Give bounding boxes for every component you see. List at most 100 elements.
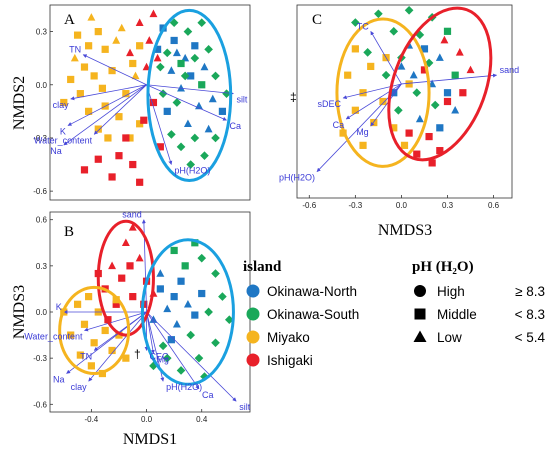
data-point xyxy=(162,48,172,58)
y-tick-label: 0.3 xyxy=(36,262,48,271)
legend-ph-threshold: ≥ 8.3 xyxy=(515,284,545,299)
data-point xyxy=(87,362,95,370)
data-point xyxy=(363,48,372,57)
data-point xyxy=(170,246,178,255)
legend: island Okinawa-North Okinawa-South Miyako I… xyxy=(243,259,545,368)
data-point xyxy=(112,296,120,304)
data-point xyxy=(90,72,98,80)
data-point xyxy=(218,292,227,301)
data-point xyxy=(183,299,192,308)
data-point xyxy=(211,269,220,278)
x-tick-label: 0.3 xyxy=(442,201,454,210)
data-point xyxy=(170,293,178,301)
env-vector xyxy=(146,84,173,165)
data-point xyxy=(181,53,190,62)
data-point xyxy=(466,65,475,74)
data-point xyxy=(163,304,172,313)
data-point xyxy=(218,107,227,115)
data-point xyxy=(136,178,144,186)
x-tick-label: -0.3 xyxy=(348,201,362,210)
data-point xyxy=(198,289,206,298)
env-vector-label: sand xyxy=(500,65,520,75)
data-point xyxy=(115,152,123,160)
data-point xyxy=(118,274,126,282)
data-point xyxy=(156,143,164,151)
legend-ph-symbol xyxy=(414,308,426,320)
data-point xyxy=(85,107,93,115)
data-point xyxy=(425,132,433,141)
data-point xyxy=(211,133,220,143)
y-tick-label: -0.3 xyxy=(33,134,47,143)
data-point xyxy=(190,53,200,63)
env-vector xyxy=(67,84,147,126)
legend-island-title: island xyxy=(243,259,282,275)
data-point xyxy=(430,100,440,110)
data-point xyxy=(435,53,444,61)
data-point xyxy=(420,66,429,74)
data-point xyxy=(351,45,359,53)
data-point xyxy=(87,13,96,21)
env-vector-label: sand xyxy=(122,210,142,220)
data-point xyxy=(126,262,134,270)
data-point xyxy=(351,18,360,27)
data-point xyxy=(162,353,172,363)
data-point xyxy=(172,48,181,57)
env-vector xyxy=(146,311,200,390)
env-vector xyxy=(370,83,402,127)
data-point xyxy=(122,134,130,142)
data-point xyxy=(122,354,130,362)
data-point xyxy=(186,160,196,169)
legend-island-label: Miyako xyxy=(267,330,310,345)
data-point xyxy=(359,141,367,149)
env-vector-label: Ca xyxy=(333,120,345,130)
data-point xyxy=(397,62,406,70)
data-point xyxy=(153,53,162,62)
group-ellipse xyxy=(140,238,235,386)
data-point xyxy=(167,336,175,344)
panel-b: B 0.6 0.3 0.0 -0.3 -0.6 -0.4 0.0 0.4 sand K Water… xyxy=(24,210,250,424)
data-point xyxy=(170,36,178,45)
panel-a-ylabel: NMDS2 xyxy=(11,76,28,130)
data-point xyxy=(367,62,375,71)
data-point xyxy=(80,320,89,328)
data-point xyxy=(374,9,383,19)
env-vector xyxy=(146,84,227,121)
data-point xyxy=(136,42,144,50)
data-point xyxy=(126,134,134,142)
env-vector xyxy=(146,311,155,354)
data-point xyxy=(172,319,181,328)
data-point xyxy=(359,89,367,97)
y-tick-label: 0.6 xyxy=(36,216,48,225)
data-point xyxy=(112,300,120,308)
data-point xyxy=(198,81,206,89)
env-vector-label: Ca xyxy=(202,390,214,400)
env-vector-label: clay xyxy=(53,100,70,110)
data-point xyxy=(415,114,424,123)
data-point xyxy=(381,70,391,80)
data-point xyxy=(167,66,176,74)
data-point xyxy=(390,124,398,132)
data-point xyxy=(390,89,398,97)
data-point xyxy=(129,293,137,301)
data-point xyxy=(104,134,112,142)
legend-island-label: Okinawa-North xyxy=(267,284,357,299)
data-point xyxy=(140,116,148,124)
data-point xyxy=(200,62,209,71)
data-point xyxy=(122,90,130,98)
x-tick-label: -0.4 xyxy=(84,415,98,424)
env-vector xyxy=(345,83,402,120)
data-point xyxy=(85,42,93,50)
env-vector xyxy=(66,311,147,374)
data-point xyxy=(73,31,82,39)
data-point xyxy=(379,97,387,106)
legend-ph-threshold: < 8.3 xyxy=(515,307,545,322)
data-point xyxy=(420,45,429,53)
data-point xyxy=(108,173,116,181)
env-vector-label: pH(H2O) xyxy=(166,382,202,392)
env-vector xyxy=(401,73,498,85)
data-point xyxy=(112,36,121,44)
data-point xyxy=(149,9,158,18)
data-point xyxy=(149,98,158,107)
